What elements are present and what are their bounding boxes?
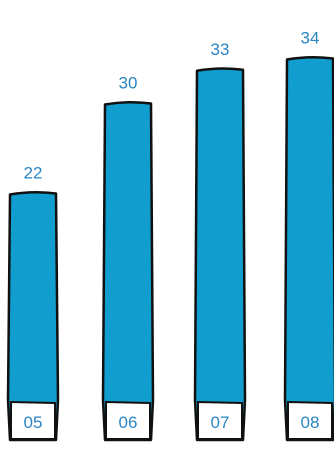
category-label-05: 05 xyxy=(24,413,43,432)
data-label-08: 34 xyxy=(301,29,320,48)
bar-08 xyxy=(283,55,334,442)
category-label-06: 06 xyxy=(119,413,138,432)
data-label-07: 33 xyxy=(211,40,230,59)
category-box-05 xyxy=(10,400,56,440)
category-box-08 xyxy=(287,400,333,440)
data-label-06: 30 xyxy=(119,74,138,93)
bar-07 xyxy=(193,67,247,442)
category-label-08: 08 xyxy=(301,413,320,432)
category-box-06 xyxy=(105,400,151,440)
category-box-07 xyxy=(197,400,243,440)
bar-06 xyxy=(101,100,155,442)
data-label-05: 22 xyxy=(24,164,43,183)
category-label-07: 07 xyxy=(211,413,230,432)
